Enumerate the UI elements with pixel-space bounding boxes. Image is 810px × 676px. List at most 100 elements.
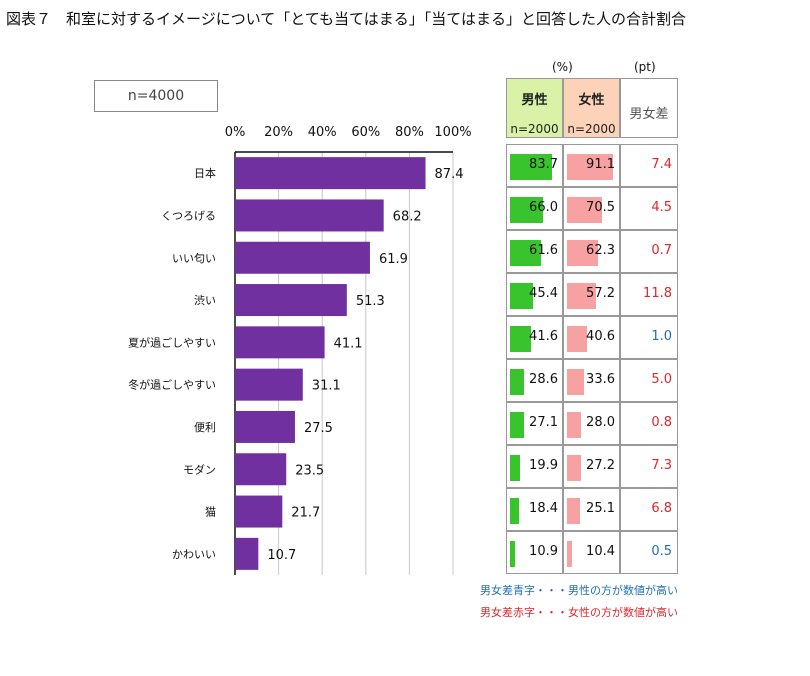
- table-row: 27.1 28.0 0.8: [506, 402, 678, 445]
- table-row: 61.6 62.3 0.7: [506, 230, 678, 273]
- male-header: 男性 n=2000: [506, 78, 563, 138]
- table-row: 18.4 25.1 6.8: [506, 488, 678, 531]
- female-value: 57.2: [586, 286, 615, 301]
- female-bar: [567, 412, 581, 438]
- bar: [235, 368, 303, 401]
- difference-cell: 5.0: [620, 359, 678, 402]
- female-bar: [567, 154, 613, 180]
- bar-value-label: 31.1: [312, 379, 341, 394]
- difference-cell: 11.8: [620, 273, 678, 316]
- male-bar: [510, 455, 520, 481]
- table-row: 83.7 91.1 7.4: [506, 144, 678, 187]
- female-cell: 27.2: [563, 445, 620, 488]
- unit-percent-label: (%): [552, 60, 573, 74]
- legend-note-blue: 男女差青字・・・男性の方が数値が高い: [480, 584, 678, 597]
- female-bar: [567, 240, 599, 266]
- difference-cell: 6.8: [620, 488, 678, 531]
- male-value: 41.6: [529, 329, 558, 344]
- female-bar: [567, 283, 596, 309]
- unit-point-label: (pt): [634, 60, 656, 74]
- difference-value: 11.8: [643, 286, 672, 301]
- male-bar: [510, 283, 533, 309]
- female-value: 70.5: [586, 200, 615, 215]
- male-bar: [510, 412, 524, 438]
- bar-value-label: 68.2: [393, 209, 422, 224]
- male-cell: 28.6: [506, 359, 563, 402]
- male-value: 27.1: [529, 415, 558, 430]
- male-cell: 83.7: [506, 144, 563, 187]
- category-label: いい匂い: [172, 252, 216, 265]
- category-label: モダン: [183, 462, 216, 476]
- male-cell: 19.9: [506, 445, 563, 488]
- male-value: 66.0: [529, 200, 558, 215]
- male-cell: 61.6: [506, 230, 563, 273]
- male-cell: 41.6: [506, 316, 563, 359]
- female-cell: 28.0: [563, 402, 620, 445]
- difference-value: 0.8: [651, 415, 672, 430]
- bar-value-label: 21.7: [291, 506, 320, 521]
- female-value: 25.1: [586, 501, 615, 516]
- male-header-label: 男性: [521, 93, 548, 108]
- category-label: 猫: [205, 506, 216, 519]
- male-bar: [510, 326, 531, 352]
- bar-value-label: 10.7: [267, 548, 296, 563]
- male-value: 18.4: [529, 501, 558, 516]
- male-cell: 66.0: [506, 187, 563, 230]
- difference-cell: 7.4: [620, 144, 678, 187]
- category-label: 冬が過ごしやすい: [128, 378, 216, 392]
- category-label: かわいい: [172, 548, 216, 561]
- female-cell: 40.6: [563, 316, 620, 359]
- female-value: 33.6: [586, 372, 615, 387]
- male-bar: [510, 369, 525, 395]
- male-cell: 27.1: [506, 402, 563, 445]
- sample-size-box: n=4000: [94, 80, 218, 112]
- page-title: 図表７ 和室に対するイメージについて「とても当てはまる」「当てはまる」と回答した…: [6, 10, 686, 28]
- table-row: 45.4 57.2 11.8: [506, 273, 678, 316]
- category-label: 便利: [194, 421, 216, 434]
- bar: [235, 157, 426, 190]
- female-bar: [567, 541, 573, 567]
- male-bar: [510, 154, 552, 180]
- difference-value: 0.5: [651, 544, 672, 559]
- table-row: 41.6 40.6 1.0: [506, 316, 678, 359]
- bar: [235, 199, 384, 232]
- x-tick-label: 80%: [395, 125, 424, 140]
- difference-cell: 0.8: [620, 402, 678, 445]
- female-cell: 57.2: [563, 273, 620, 316]
- difference-value: 0.7: [651, 243, 672, 258]
- main-bar-chart: 0% 20% 40% 60% 80% 100% 87.4 日本 68.2 くつろげる 61.9 いい匂…: [128, 125, 472, 575]
- female-value: 28.0: [586, 415, 615, 430]
- difference-header: 男女差: [620, 78, 678, 138]
- female-bar: [567, 197, 603, 223]
- female-cell: 25.1: [563, 488, 620, 531]
- male-bar: [510, 541, 516, 567]
- bar-value-label: 23.5: [295, 463, 324, 478]
- male-bar: [510, 498, 520, 524]
- difference-cell: 0.7: [620, 230, 678, 273]
- x-tick-label: 40%: [308, 125, 337, 140]
- difference-value: 5.0: [651, 372, 672, 387]
- bar-value-label: 61.9: [379, 252, 408, 267]
- bar: [235, 537, 259, 570]
- x-tick-label: 60%: [351, 125, 380, 140]
- female-cell: 62.3: [563, 230, 620, 273]
- bar-value-label: 27.5: [304, 421, 333, 436]
- bar: [235, 241, 370, 274]
- female-bar: [567, 369, 584, 395]
- male-bar: [510, 240, 541, 266]
- bar-value-label: 41.1: [334, 336, 363, 351]
- female-value: 27.2: [586, 458, 615, 473]
- male-value: 10.9: [529, 544, 558, 559]
- difference-cell: 0.5: [620, 531, 678, 574]
- bar: [235, 410, 295, 443]
- male-cell: 45.4: [506, 273, 563, 316]
- x-tick-label: 100%: [434, 125, 471, 140]
- female-value: 10.4: [586, 544, 615, 559]
- female-cell: 70.5: [563, 187, 620, 230]
- difference-value: 1.0: [651, 329, 672, 344]
- table-row: 66.0 70.5 4.5: [506, 187, 678, 230]
- female-cell: 10.4: [563, 531, 620, 574]
- female-bar: [567, 455, 581, 481]
- bar-value-label: 87.4: [435, 167, 464, 182]
- difference-cell: 4.5: [620, 187, 678, 230]
